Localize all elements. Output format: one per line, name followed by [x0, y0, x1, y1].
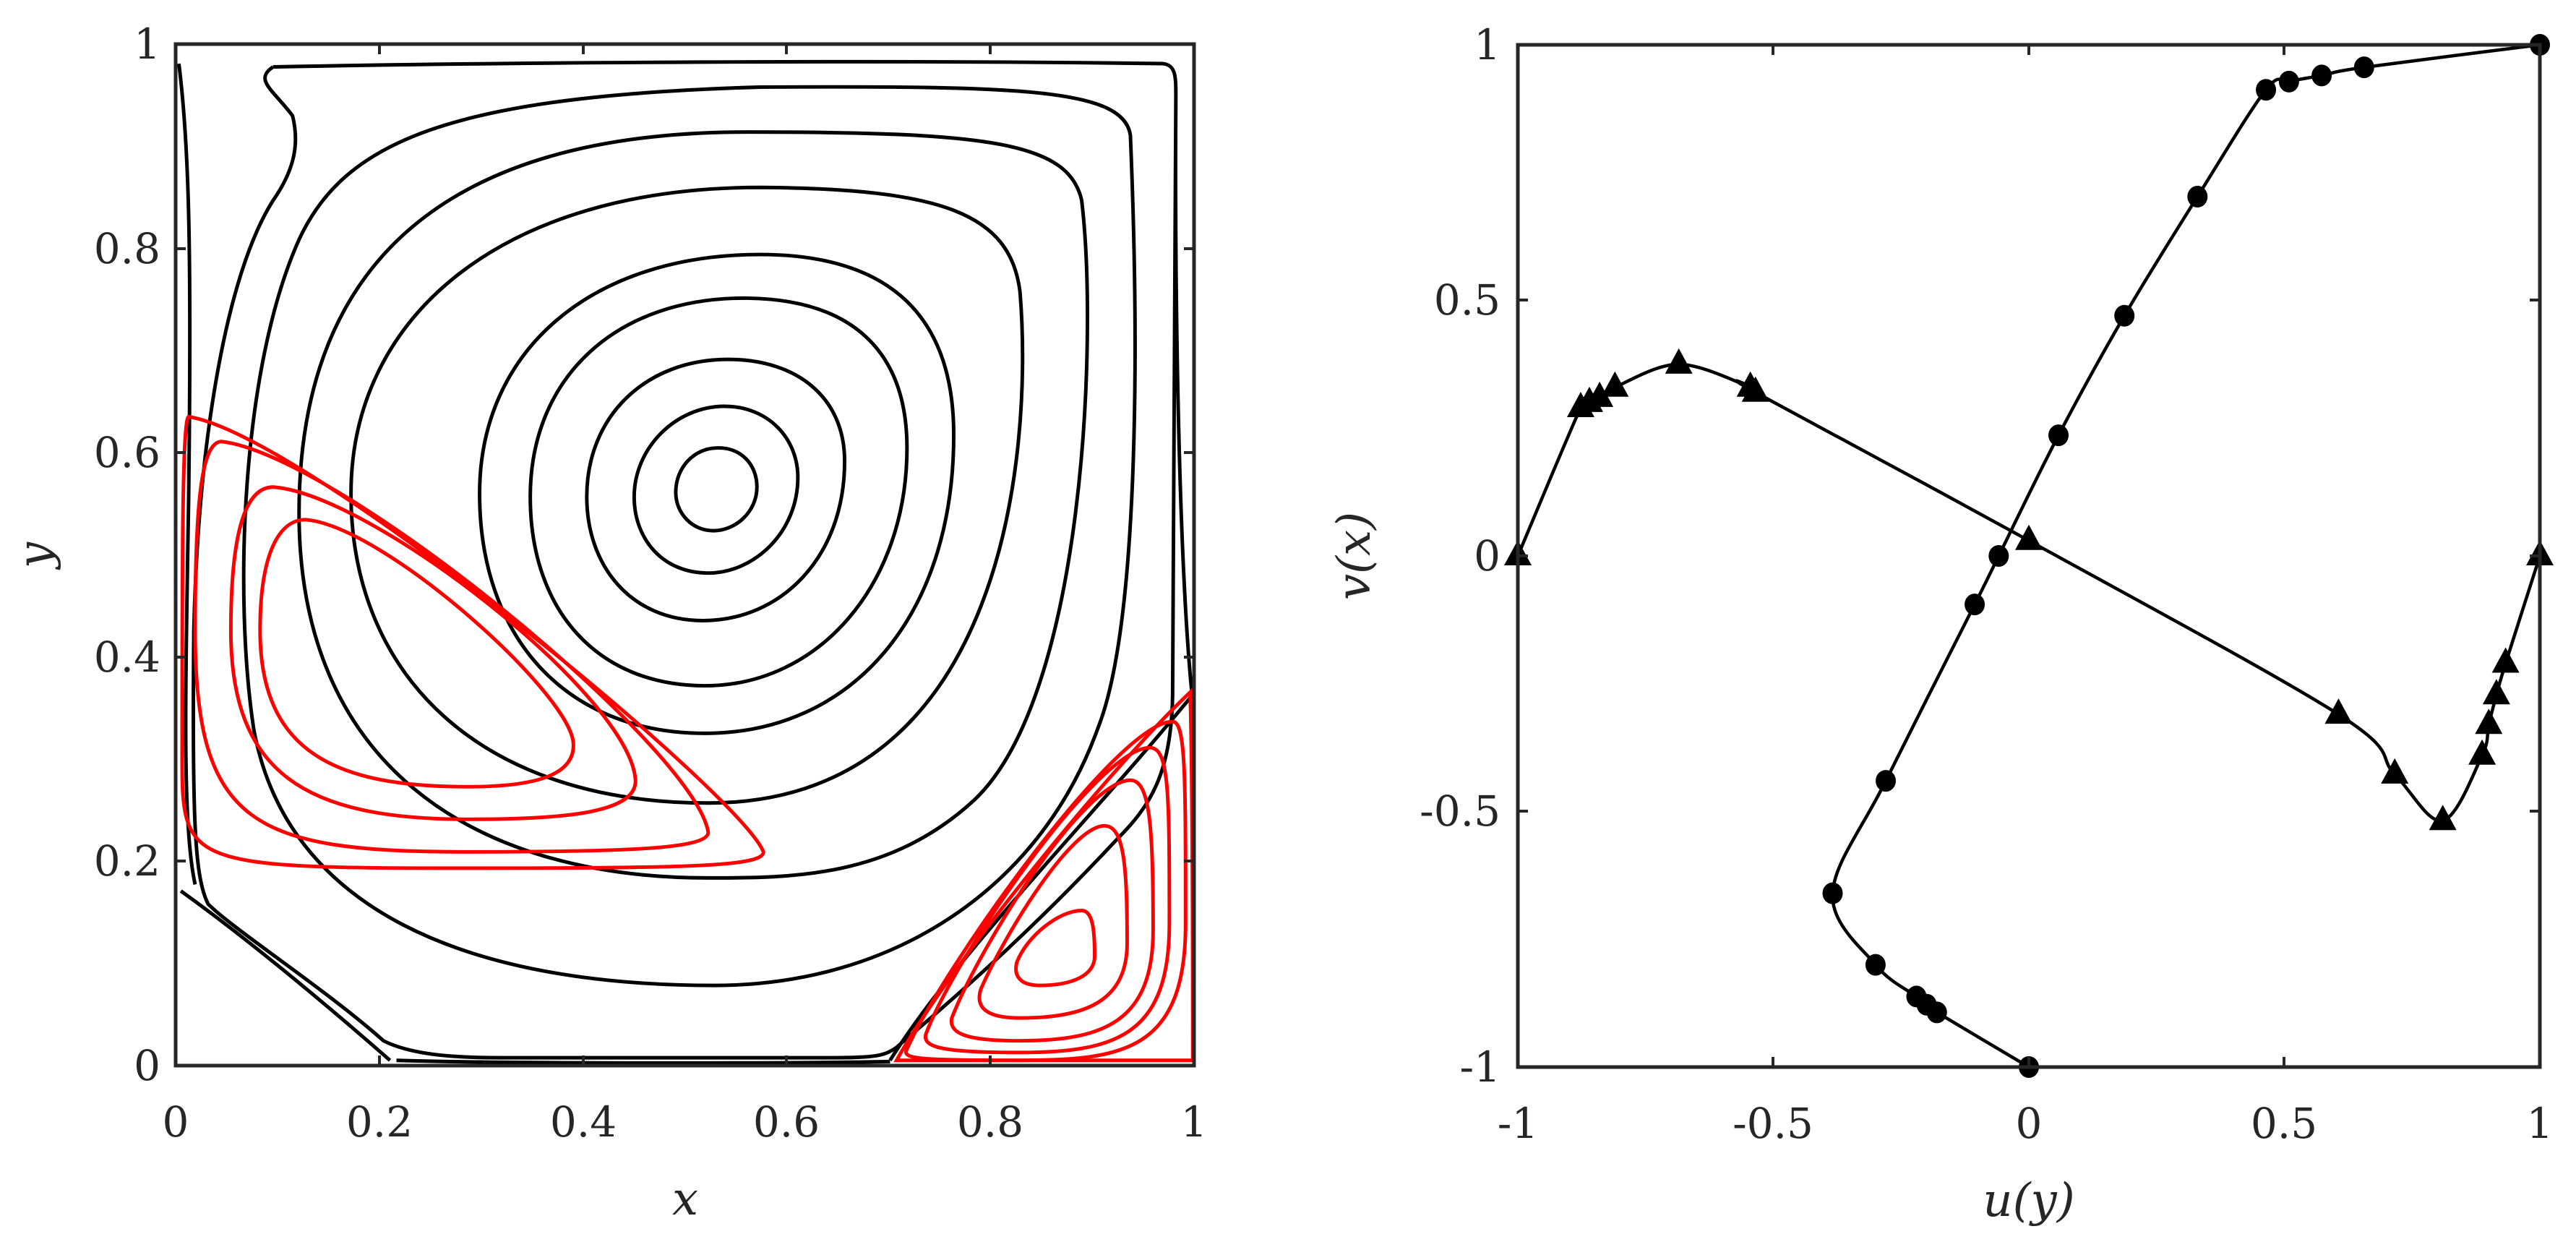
contour-ring-3 — [585, 357, 847, 622]
triangle-marker — [2429, 805, 2457, 831]
eddy-left-ring-1 — [258, 518, 575, 789]
circle-marker — [1906, 985, 1927, 1008]
contour-separatrix-right — [888, 694, 1194, 1062]
ytick-label: 0.5 — [1434, 275, 1500, 325]
contour-bottom — [396, 1058, 890, 1065]
right-axes-ticks — [1518, 45, 2540, 1067]
eddy-right-ring-5 — [904, 719, 1188, 1063]
contour-separatrix-left — [179, 889, 392, 1062]
triangle-marker — [2324, 698, 2353, 724]
eddy-right-ring-1 — [1014, 908, 1096, 988]
triangle-marker — [2015, 524, 2043, 550]
v-profile-markers — [1504, 348, 2554, 831]
streamline-contours — [177, 59, 1195, 1065]
ytick-label: 1 — [1474, 20, 1500, 69]
xtick-label: 0.2 — [346, 1097, 413, 1147]
streamline-plot: 0 0.2 0.4 0.6 0.8 1 0 0.2 0.4 0.6 0.8 1 … — [9, 20, 1207, 1226]
v-profile-line — [1516, 362, 2542, 823]
ytick-label: 0.8 — [94, 224, 160, 273]
left-axes-frame — [173, 42, 1196, 1068]
circle-marker — [2187, 185, 2208, 207]
contour-outer — [191, 59, 1194, 1060]
triangle-marker — [1586, 381, 1614, 407]
ytick-label: 1 — [134, 20, 160, 69]
circle-marker — [1988, 545, 2009, 567]
xtick-label: 0 — [2016, 1099, 2043, 1148]
right-axes-frame — [1516, 43, 2542, 1069]
xtick-label: -0.5 — [1733, 1099, 1813, 1148]
eddy-right-ring-3 — [949, 778, 1155, 1043]
eddy-left-ring-3 — [193, 440, 710, 854]
ytick-label: -1 — [1460, 1042, 1501, 1092]
xtick-label: -1 — [1498, 1099, 1539, 1148]
right-xlabel: u(y) — [1983, 1174, 2074, 1228]
ytick-label: 0 — [134, 1041, 160, 1090]
xtick-label: 0.4 — [550, 1097, 617, 1147]
right-xtick-labels: -1 -0.5 0 0.5 1 — [1498, 1099, 2554, 1148]
contour-ring-2 — [632, 404, 800, 575]
contour-ring-8 — [241, 85, 1137, 988]
xtick-label: 0 — [163, 1097, 189, 1147]
xtick-label: 0.6 — [753, 1097, 820, 1147]
xtick-label: 0.5 — [2251, 1099, 2317, 1148]
circle-marker — [2353, 56, 2374, 79]
xtick-label: 1 — [1181, 1097, 1208, 1147]
left-ylabel: y — [9, 541, 62, 570]
eddy-right-ring-6 — [893, 688, 1195, 1063]
ytick-label: -0.5 — [1420, 787, 1500, 836]
triangle-marker — [2468, 739, 2496, 765]
left-ytick-labels: 0 0.2 0.4 0.6 0.8 1 — [94, 20, 160, 1090]
right-ylabel: v(x) — [1328, 512, 1381, 600]
ytick-label: 0.4 — [94, 633, 160, 682]
triangle-marker — [2482, 679, 2510, 705]
circle-marker — [2278, 70, 2299, 93]
triangle-marker — [2475, 708, 2503, 735]
u-profile-markers — [1822, 34, 2550, 1078]
triangle-marker — [1601, 371, 1629, 397]
circle-marker — [1965, 594, 1985, 616]
contour-ring-7 — [297, 130, 1089, 880]
ytick-label: 0.2 — [94, 836, 160, 886]
u-profile-line — [1831, 43, 2541, 1068]
eddy-right-ring-2 — [977, 823, 1129, 1020]
triangle-marker — [2491, 647, 2520, 673]
velocity-profile-plot: -1 -0.5 0 0.5 1 -1 -0.5 0 0.5 1 u(y) v(x… — [1328, 20, 2554, 1228]
contour-left-wall — [177, 63, 197, 885]
circle-marker — [2256, 79, 2277, 101]
triangle-marker — [1741, 376, 1769, 402]
circle-marker — [2114, 304, 2135, 327]
circle-marker — [1865, 954, 1886, 976]
circle-marker — [2048, 424, 2069, 447]
triangle-marker — [1665, 348, 1693, 374]
ytick-label: 0.6 — [94, 428, 160, 477]
circle-marker — [1876, 770, 1897, 792]
left-axes-ticks — [176, 44, 1194, 1066]
eddy-left-ring-2 — [228, 485, 637, 821]
ytick-label: 0 — [1474, 531, 1500, 581]
xtick-label: 0.8 — [957, 1097, 1023, 1147]
right-ytick-labels: -1 -0.5 0 0.5 1 — [1420, 20, 1500, 1092]
contour-ring-6 — [349, 185, 1025, 805]
left-xtick-labels: 0 0.2 0.4 0.6 0.8 1 — [163, 1097, 1208, 1147]
eddy-left-ring-4 — [180, 414, 765, 870]
contour-ring-1 — [674, 446, 759, 533]
triangle-marker — [2381, 758, 2409, 784]
circle-marker — [1822, 882, 1843, 904]
contour-ring-5 — [478, 252, 956, 735]
left-xlabel: x — [672, 1173, 698, 1226]
contour-ring-4 — [528, 296, 909, 688]
circle-marker — [2311, 64, 2332, 87]
xtick-label: 1 — [2527, 1099, 2554, 1148]
